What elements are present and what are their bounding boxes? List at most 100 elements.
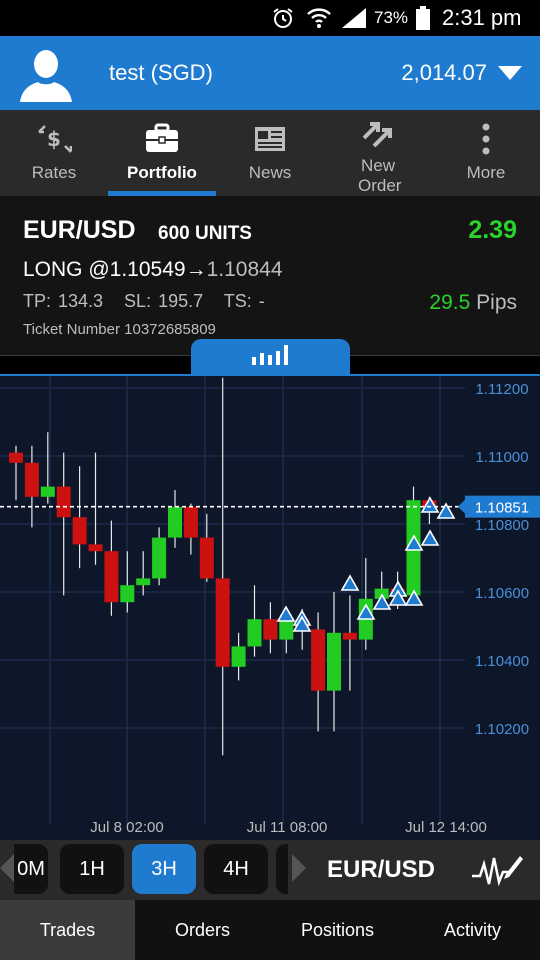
main-nav: $ Rates Portfolio News New Order More [0, 110, 540, 196]
candle-body [136, 578, 151, 586]
candle-body [279, 619, 294, 640]
svg-text:$: $ [47, 127, 61, 151]
direction-label: LONG @ [23, 258, 110, 281]
x-tick-label: Jul 12 14:00 [405, 819, 487, 836]
trade-marker-icon [292, 615, 312, 632]
arrow-right-icon: → [185, 258, 207, 281]
candle-body [199, 537, 214, 579]
status-bar: 73% 2:31 pm [0, 0, 540, 36]
wifi-icon [306, 0, 332, 36]
candle-body [311, 629, 326, 691]
account-name: test (SGD) [109, 60, 213, 85]
trade-marker-icon [420, 529, 440, 546]
candle-body [72, 517, 87, 545]
tab-new-order[interactable]: New Order [324, 110, 432, 196]
price-chart[interactable]: 1.11200 1.11000 1.10800 1.10600 1.10400 1.102… [0, 374, 540, 840]
tab-label: New Order [358, 156, 402, 195]
candle-body [247, 619, 262, 647]
draw-indicator-icon[interactable] [470, 850, 524, 890]
timeframe-3h-button[interactable]: 3H [132, 844, 196, 894]
candle-body [40, 486, 55, 497]
chart-pair-selector[interactable]: EUR/USD [327, 856, 436, 883]
candle-body [342, 632, 357, 640]
timeframe-bar: 0M 1H 3H 4H EUR/USD [0, 840, 540, 900]
timeframe-next-button[interactable] [276, 844, 288, 894]
y-tick-label: 1.10600 [475, 585, 529, 602]
account-header[interactable]: test (SGD) 2,014.07 [0, 36, 540, 110]
candle-body [231, 646, 246, 667]
bottom-tabs: Trades Orders Positions Activity [0, 900, 540, 960]
avatar-icon [18, 46, 74, 102]
scroll-right-icon[interactable] [292, 854, 306, 882]
tab-orders[interactable]: Orders [174, 920, 230, 940]
battery-percent: 73% [374, 8, 409, 27]
bar-chart-icon [252, 345, 288, 365]
open-price: 1.10549 [109, 258, 186, 281]
candle-body [183, 507, 198, 538]
tab-news[interactable]: News [216, 110, 324, 196]
tab-portfolio[interactable]: Portfolio [108, 110, 216, 196]
candle-body [215, 578, 230, 667]
y-tick-label: 1.11000 [475, 449, 528, 466]
candle-body [9, 452, 23, 463]
chevron-down-icon[interactable] [498, 66, 522, 80]
candle-body [104, 551, 119, 603]
pips-unit: Pips [476, 291, 517, 314]
trade-pips: 29.5 Pips [429, 291, 517, 315]
briefcase-icon [144, 122, 180, 156]
trade-marker-icon [276, 605, 296, 622]
scroll-left-icon[interactable] [0, 854, 14, 882]
ticket-number: Ticket Number 10372685809 [23, 321, 216, 338]
trade-marker-icon [340, 574, 360, 591]
newspaper-icon [252, 122, 288, 156]
tab-label: More [466, 163, 506, 182]
y-tick-label: 1.10200 [475, 721, 529, 738]
trade-units: 600 UNITS [158, 223, 252, 244]
candle-body [152, 537, 167, 579]
signal-icon [340, 0, 368, 36]
timeframe-4h-button[interactable]: 4H [204, 844, 268, 894]
rates-icon: $ [36, 122, 73, 156]
current-price-label: 1.10851 [475, 500, 529, 517]
trade-marker-icon [404, 534, 424, 551]
timeframe-1h-button[interactable]: 1H [60, 844, 124, 894]
trade-card[interactable]: EUR/USD 600 UNITS 2.39 LONG @1.10549→1.1… [0, 196, 540, 356]
tab-label: Rates [31, 163, 77, 182]
candle-body [56, 486, 71, 518]
trade-profit: 2.39 [468, 216, 517, 244]
current-price-badge [465, 495, 540, 518]
candle-body [88, 544, 103, 552]
tab-activity[interactable]: Activity [443, 920, 501, 940]
chart-top-border [0, 374, 540, 376]
account-balance: 2,014.07 [401, 60, 487, 85]
trade-marker-icon [388, 589, 408, 606]
new-order-icon [360, 116, 396, 150]
alarm-icon [271, 0, 295, 36]
candle-body [168, 507, 182, 538]
tab-positions[interactable]: Positions [300, 920, 375, 940]
trade-marker-icon [404, 589, 424, 606]
candle-body [263, 619, 278, 640]
tab-label: Portfolio [127, 163, 197, 182]
clock: 2:31 pm [442, 5, 522, 30]
tab-more[interactable]: More [432, 110, 540, 196]
tab-label: News [248, 163, 292, 182]
candle-body [374, 588, 389, 599]
trade-marker-icon [356, 603, 376, 620]
tp-sl-ts: TP: 134.3 SL: 195.7 TS: - [23, 291, 265, 311]
y-tick-label: 1.10400 [475, 653, 529, 670]
y-tick-label: 1.10800 [475, 517, 529, 534]
tab-trades[interactable]: Trades [0, 900, 135, 960]
chart-canvas: 1.11200 1.11000 1.10800 1.10600 1.10400 1.102… [0, 374, 540, 836]
battery-icon [415, 0, 431, 36]
tab-rates[interactable]: $ Rates [0, 110, 108, 196]
timeframe-30m-button[interactable]: 0M [14, 844, 48, 894]
current-price-pointer [458, 498, 466, 515]
x-tick-label: Jul 8 02:00 [90, 819, 163, 836]
candle-body [24, 462, 39, 497]
more-dots-icon [468, 122, 504, 156]
trade-marker-icon [420, 496, 440, 513]
candle-body [120, 585, 135, 603]
trade-marker-icon [436, 502, 456, 519]
chart-toggle-button[interactable] [191, 339, 350, 375]
